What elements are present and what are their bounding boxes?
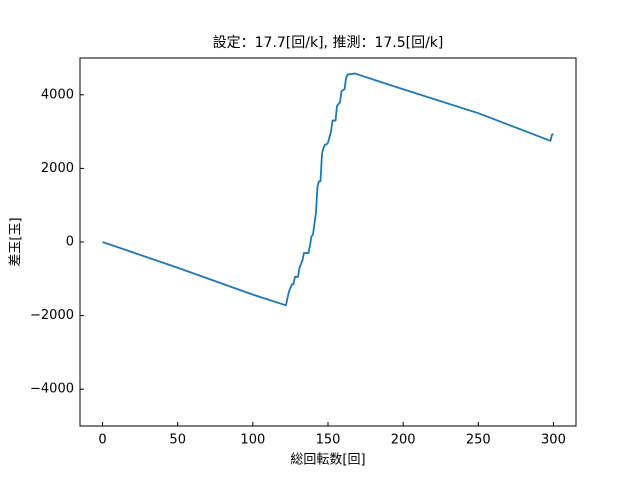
- plot-frame: [79, 57, 577, 427]
- y-axis-label: 差玉[玉]: [9, 217, 24, 266]
- y-tick-label: 2000: [41, 161, 74, 176]
- y-tick-label: −4000: [30, 382, 74, 397]
- x-tick-label: 50: [169, 433, 186, 448]
- y-tick-label: 4000: [41, 87, 74, 102]
- x-tick-label: 150: [316, 433, 341, 448]
- x-tick-label: 100: [240, 433, 265, 448]
- x-tick-label: 0: [98, 433, 106, 448]
- x-tick-label: 250: [466, 433, 491, 448]
- x-axis-label: 総回転数[回]: [290, 453, 365, 468]
- chart-title: 設定：17.7[回/k], 推測：17.5[回/k]: [213, 35, 444, 51]
- y-tick-label: −2000: [30, 308, 74, 323]
- line-series: [102, 72, 554, 307]
- x-tick-label: 300: [541, 433, 566, 448]
- y-tick-label: 0: [66, 235, 74, 250]
- x-tick-label: 200: [391, 433, 416, 448]
